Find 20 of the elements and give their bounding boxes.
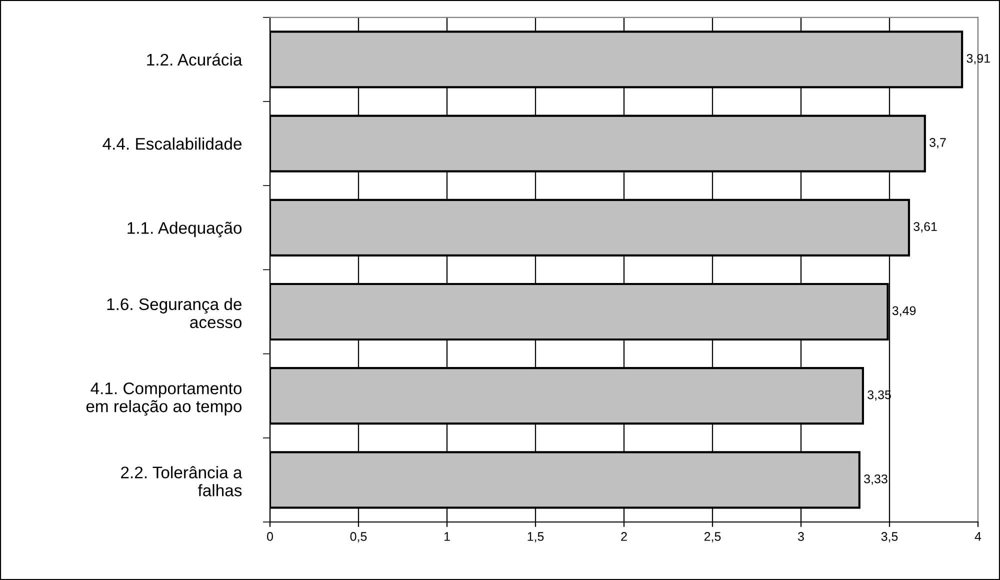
x-tick-label: 2 bbox=[621, 532, 627, 541]
x-tick-label: 0 bbox=[267, 532, 273, 541]
y-tick-label: 4.4. Escalabilidade bbox=[102, 138, 242, 150]
data-label: 3,49 bbox=[892, 306, 916, 317]
data-label: 3,91 bbox=[966, 54, 990, 64]
data-label: 3,61 bbox=[914, 222, 937, 232]
data-label: 3,33 bbox=[864, 474, 888, 485]
x-tick-label: 1 bbox=[444, 532, 450, 541]
x-tick-label: 3 bbox=[798, 532, 804, 541]
y-tick-label: 1.6. Segurança de acesso bbox=[107, 298, 242, 328]
x-tick-label: 0,5 bbox=[350, 532, 367, 542]
y-tick-label: 1.1. Adequação bbox=[128, 222, 242, 238]
x-tick-label: 4 bbox=[974, 532, 982, 541]
x-tick-label: 1,5 bbox=[528, 532, 544, 542]
y-tick-label: 1.2. Acurácia bbox=[147, 53, 242, 66]
data-label: 3,7 bbox=[930, 138, 946, 148]
x-tick-label: 3,5 bbox=[881, 532, 898, 542]
x-tick-label: 2,5 bbox=[704, 532, 721, 542]
y-tick-label: 4.1. Comportamento em relação ao tempo bbox=[86, 382, 242, 416]
y-tick-label: 2.2. Tolerância a falhas bbox=[121, 466, 242, 496]
